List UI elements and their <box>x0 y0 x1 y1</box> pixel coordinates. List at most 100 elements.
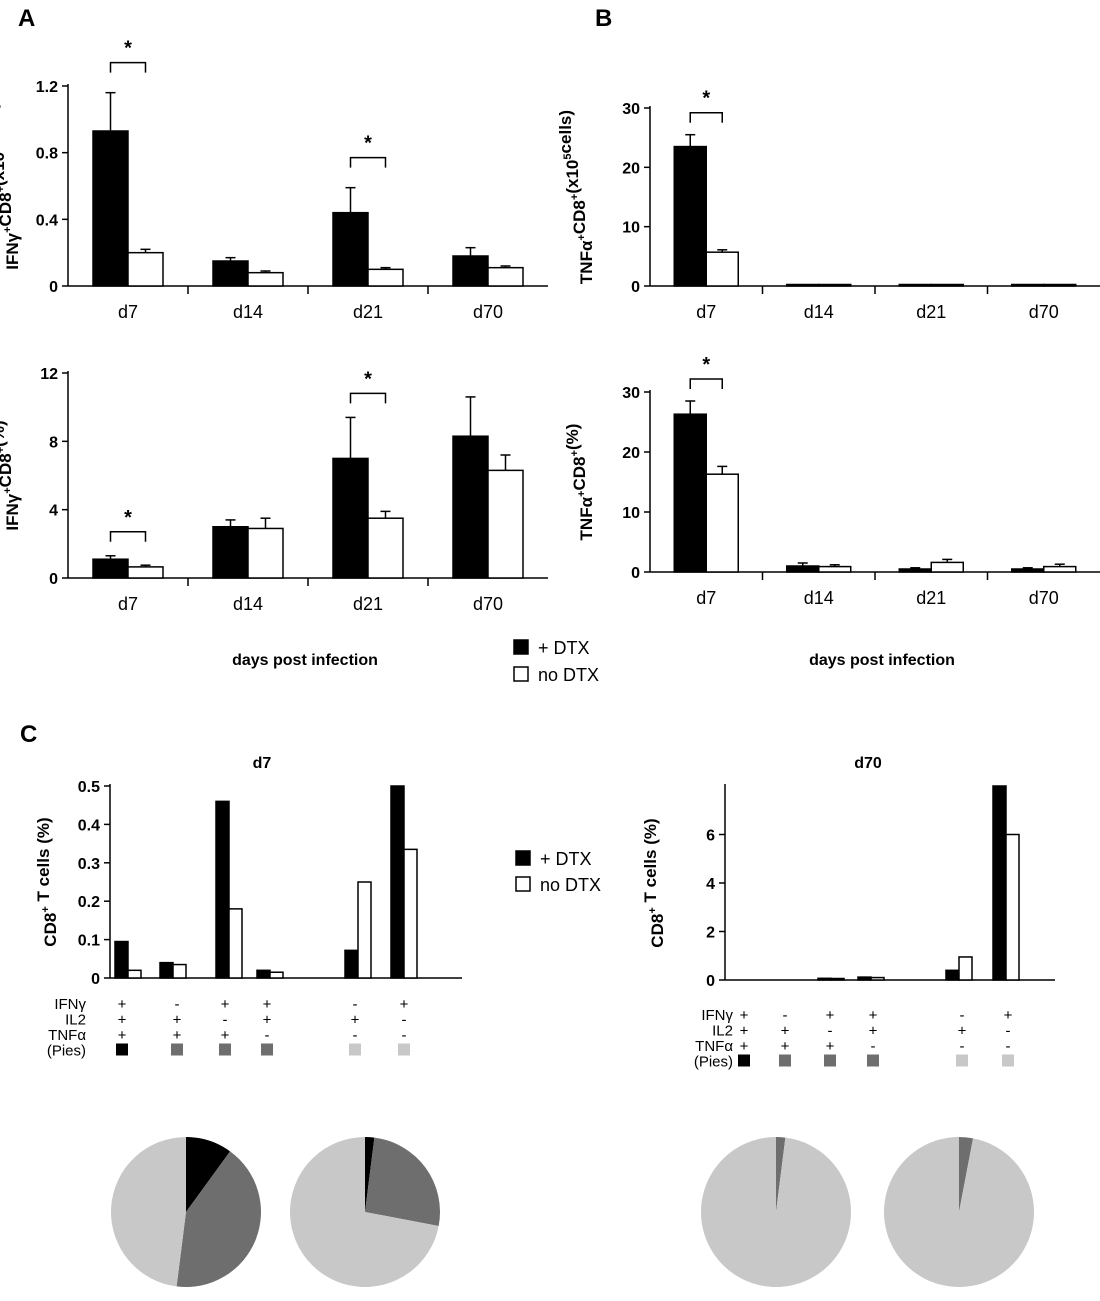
combo-sign: + <box>781 1038 790 1055</box>
y-tick-label: 6 <box>706 828 715 845</box>
legend-c-label-nodtx: no DTX <box>540 875 601 895</box>
combo-sign: + <box>958 1023 967 1040</box>
bar-nodtx <box>127 251 164 287</box>
bar-dtx <box>256 969 271 979</box>
combo-sign: + <box>351 1012 360 1029</box>
pie-color-key <box>116 1043 128 1056</box>
bar-dtx <box>114 940 129 979</box>
combo-sign: + <box>740 1023 749 1040</box>
chart-c-d70: d70 0 2 4 6 CD8+ T cells (%) <box>641 755 1055 990</box>
x-axis-title-b: days post infection <box>809 652 955 669</box>
chart-a-top: 0 0.4 0.8 1.2 d7 d14 d21 d70 * * IFNγ+CD8+(x105cel… <box>0 38 548 322</box>
combo-row-label: IL2 <box>712 1023 733 1040</box>
bar-nodtx <box>1005 833 1020 981</box>
combo-sign: + <box>781 1023 790 1040</box>
y-tick-label: 4 <box>706 876 715 893</box>
combo-sign: - <box>402 1012 407 1029</box>
y-tick-label: 0.5 <box>78 779 100 796</box>
legend-label-nodtx: no DTX <box>538 665 599 685</box>
pie-color-key <box>1002 1054 1014 1067</box>
bar-nodtx <box>127 566 164 579</box>
bar-nodtx <box>247 271 284 287</box>
bar-dtx <box>332 457 369 579</box>
combo-sign: + <box>400 996 409 1013</box>
pie-color-key <box>867 1054 879 1067</box>
bar-dtx <box>673 413 707 573</box>
pie-color-key <box>738 1054 750 1067</box>
combo-sign: + <box>826 1007 835 1024</box>
bar-nodtx <box>228 908 243 979</box>
bar-dtx <box>898 568 932 573</box>
bar-nodtx <box>705 473 739 573</box>
y-axis-title: CD8+ T cells (%) <box>34 817 60 946</box>
significance-bracket <box>109 531 147 542</box>
combo-sign: + <box>740 1007 749 1024</box>
y-tick-label: 0.8 <box>36 146 58 163</box>
legend-c-swatch-dtx <box>515 850 531 866</box>
bar-dtx <box>452 435 489 579</box>
significance-bracket <box>689 111 723 123</box>
y-tick-label: 20 <box>622 445 640 462</box>
combo-row-label: IL2 <box>65 1012 86 1029</box>
x-tick-label: d21 <box>353 594 383 614</box>
bar-nodtx <box>367 268 404 287</box>
pie-slice <box>111 1137 186 1287</box>
bar-nodtx <box>1043 565 1077 573</box>
bar-nodtx <box>705 251 739 287</box>
bar-dtx <box>212 526 249 579</box>
significance-bracket <box>109 61 147 73</box>
pie-slice <box>365 1137 375 1212</box>
bar-dtx <box>92 558 129 579</box>
combo-sign: - <box>353 996 358 1013</box>
legend-label-dtx: + DTX <box>538 638 590 658</box>
bar-nodtx <box>172 963 187 979</box>
bar-nodtx <box>247 527 284 579</box>
y-tick-label: 20 <box>622 160 640 177</box>
y-tick-label: 30 <box>622 101 640 118</box>
y-axis-title: CD8+ T cells (%) <box>641 818 667 947</box>
bar-dtx <box>332 211 369 287</box>
y-tick-label: 0 <box>706 973 715 990</box>
y-tick-label: 0.4 <box>78 817 100 834</box>
y-tick-label: 0.1 <box>78 933 100 950</box>
pie-slice <box>884 1137 1035 1288</box>
combo-sign: - <box>223 1012 228 1029</box>
bar-dtx <box>344 949 359 979</box>
y-tick-label: 10 <box>622 220 640 237</box>
combo-row-label: TNFα <box>695 1038 733 1055</box>
bar-dtx <box>452 255 489 287</box>
pie-color-key <box>171 1043 183 1056</box>
bar-nodtx <box>930 283 964 287</box>
combo-sign: - <box>175 996 180 1013</box>
chart-a-bottom: 0 4 8 12 d7 d14 d21 d70 * * IFNγ+CD8+(%) <box>0 366 548 614</box>
combo-sign: - <box>353 1027 358 1044</box>
x-axis-title-a: days post infection <box>232 652 378 669</box>
panel-label-a: A <box>18 5 35 32</box>
significance-star: * <box>124 507 132 529</box>
combo-sign: + <box>118 996 127 1013</box>
pie-color-key <box>398 1043 410 1056</box>
y-tick-label: 30 <box>622 385 640 402</box>
bar-nodtx <box>958 956 973 981</box>
y-tick-label: 2 <box>706 925 715 942</box>
y-tick-label: 0 <box>49 279 58 296</box>
bar-dtx <box>1011 283 1045 287</box>
bar-dtx <box>159 961 174 979</box>
legend-c: + DTX no DTX <box>515 849 601 895</box>
pie-slice <box>176 1151 261 1287</box>
bar-nodtx <box>487 469 524 579</box>
y-tick-label: 0.3 <box>78 856 100 873</box>
y-tick-label: 1.2 <box>36 79 58 96</box>
combo-sign: + <box>263 996 272 1013</box>
bar-dtx <box>92 130 129 287</box>
combo-row-label: TNFα <box>48 1027 86 1044</box>
x-tick-label: d14 <box>233 594 263 614</box>
combo-sign: - <box>1006 1038 1011 1055</box>
combo-sign: + <box>263 1012 272 1029</box>
bar-dtx <box>898 283 932 287</box>
combo-sign: + <box>173 1012 182 1029</box>
